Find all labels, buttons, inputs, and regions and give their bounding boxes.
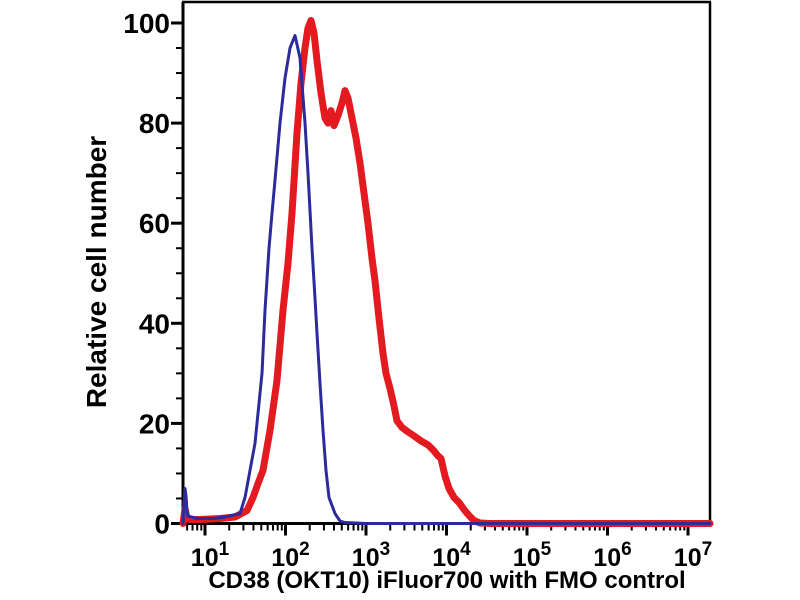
x-axis-tick-labels: 101 102 103 104 105 106 107 <box>191 539 712 572</box>
curve-cd38-stained <box>179 17 714 527</box>
y-tick-label: 60 <box>139 208 170 239</box>
y-tick-label: 40 <box>139 308 170 339</box>
y-tick-label: 0 <box>154 509 170 540</box>
x-axis-title: CD38 (OKT10) iFluor700 with FMO control <box>208 567 685 594</box>
histogram-curves <box>179 17 714 527</box>
y-tick-label: 100 <box>123 8 170 39</box>
y-axis-title: Relative cell number <box>81 136 112 408</box>
y-axis-ticks <box>171 21 183 525</box>
y-tick-label: 80 <box>139 108 170 139</box>
plot-border <box>181 0 712 525</box>
y-axis-tick-labels: 0 20 40 60 80 100 <box>123 8 170 540</box>
y-tick-label: 20 <box>139 408 170 439</box>
curve-fmo-control <box>181 34 712 525</box>
